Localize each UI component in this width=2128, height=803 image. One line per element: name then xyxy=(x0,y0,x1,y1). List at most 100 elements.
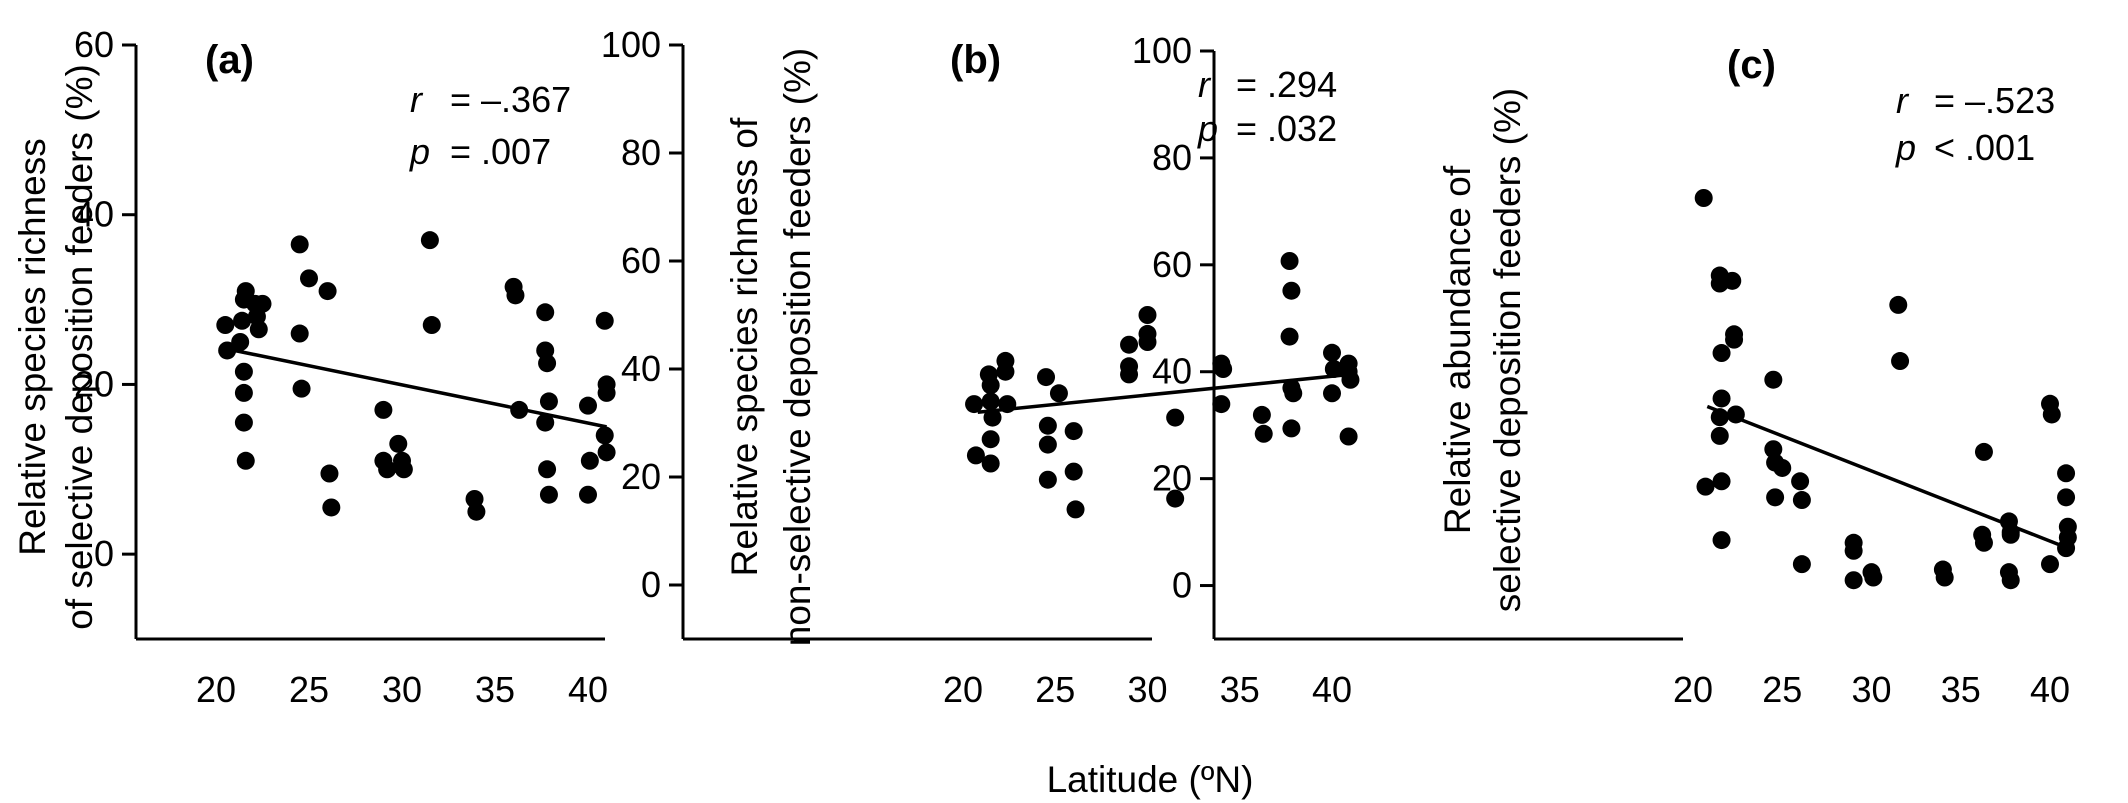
data-point xyxy=(292,379,311,398)
x-tick-label: 25 xyxy=(1035,669,1075,710)
data-point xyxy=(253,294,272,313)
data-point xyxy=(218,341,237,360)
data-point xyxy=(538,354,557,373)
y-tick-label: 20 xyxy=(621,456,661,497)
data-point xyxy=(981,392,1000,411)
data-point xyxy=(234,383,253,402)
x-tick-label: 20 xyxy=(1673,669,1713,710)
data-point xyxy=(2057,539,2076,558)
panel-label: (b) xyxy=(950,38,1001,82)
y-tick-label: 40 xyxy=(74,194,114,235)
y-tick-label: 60 xyxy=(621,240,661,281)
data-point xyxy=(231,333,250,351)
data-point xyxy=(216,316,235,335)
data-point xyxy=(1049,384,1068,403)
y-tick-label: 0 xyxy=(94,533,114,574)
y-tick-label: 100 xyxy=(601,24,661,65)
y-tick-label: 40 xyxy=(621,348,661,389)
data-point xyxy=(374,400,393,419)
y-axis-label-line: Relative species richness xyxy=(12,138,53,555)
data-point xyxy=(1694,189,1713,207)
data-point xyxy=(538,460,557,479)
x-tick-label: 35 xyxy=(1220,669,1260,710)
y-tick-label: 40 xyxy=(1152,351,1192,392)
data-point xyxy=(378,460,397,479)
data-point xyxy=(595,311,614,330)
data-point xyxy=(1712,531,1731,550)
x-tick-label: 40 xyxy=(568,669,608,710)
data-point xyxy=(1844,541,1863,560)
data-point xyxy=(2001,525,2020,544)
data-point xyxy=(1792,555,1811,574)
y-tick-label: 20 xyxy=(1152,458,1192,499)
data-point xyxy=(322,498,341,517)
y-tick-label: 80 xyxy=(1152,137,1192,178)
data-point xyxy=(983,408,1002,427)
data-point xyxy=(1710,426,1729,445)
data-point xyxy=(966,446,985,465)
data-point xyxy=(234,413,253,432)
data-point xyxy=(249,320,268,339)
data-point xyxy=(981,454,1000,473)
stat-r-symbol: r xyxy=(1896,80,1910,121)
data-point xyxy=(1725,330,1744,349)
data-point xyxy=(597,383,616,402)
data-point xyxy=(1891,352,1910,371)
data-point xyxy=(389,434,408,453)
data-point xyxy=(320,464,339,483)
panel-c: 0 20 40 60 80 100 20 25 30 35 40 Relative abundance… xyxy=(1132,30,2077,710)
data-point xyxy=(1974,442,1993,461)
data-point xyxy=(1766,488,1785,507)
panel-label: (c) xyxy=(1727,43,1776,87)
data-point xyxy=(1341,370,1360,389)
data-point xyxy=(1138,306,1157,324)
data-point xyxy=(422,316,441,335)
y-tick-label: 80 xyxy=(621,132,661,173)
data-point xyxy=(1282,419,1301,438)
data-point xyxy=(300,269,318,288)
data-point xyxy=(233,311,252,330)
x-tick-label: 40 xyxy=(2030,669,2070,710)
data-point xyxy=(1712,472,1731,491)
data-point xyxy=(579,485,597,504)
data-point xyxy=(1773,458,1792,477)
data-point xyxy=(1889,295,1908,314)
stat-r-value: = –.523 xyxy=(1934,80,2055,121)
panel-label: (a) xyxy=(205,38,254,82)
data-point xyxy=(1166,408,1185,427)
y-tick-label: 0 xyxy=(1172,565,1192,606)
data-point xyxy=(290,235,309,254)
data-point xyxy=(1252,405,1271,424)
y-axis-label-line: non-selective deposition feeders (%) xyxy=(777,48,818,647)
data-point xyxy=(236,282,255,301)
data-point xyxy=(1844,571,1863,590)
x-tick-label: 20 xyxy=(196,669,236,710)
stat-r-value: = .294 xyxy=(1236,64,1337,105)
x-tick-label: 30 xyxy=(382,669,422,710)
data-point xyxy=(2042,405,2061,424)
data-point xyxy=(1712,344,1731,363)
data-point xyxy=(1166,489,1185,508)
data-point xyxy=(1935,568,1954,587)
panel-a: 0 20 40 60 20 25 30 35 40 Relative species richne… xyxy=(12,24,616,710)
data-point xyxy=(1324,360,1343,378)
data-point xyxy=(236,451,255,470)
data-point xyxy=(1037,368,1056,387)
data-point xyxy=(1066,500,1085,519)
data-point xyxy=(981,376,1000,395)
data-point xyxy=(2057,464,2076,483)
stat-r-value: = –.367 xyxy=(450,79,571,120)
x-tick-label: 30 xyxy=(1127,669,1167,710)
y-axis-label-line: Relative species richness of xyxy=(724,117,765,576)
data-point xyxy=(1284,384,1303,403)
data-point xyxy=(539,392,558,411)
x-tick-label: 35 xyxy=(1941,669,1981,710)
stat-p-symbol: p xyxy=(409,131,430,172)
data-point xyxy=(510,400,529,419)
data-point xyxy=(1974,533,1993,552)
data-point xyxy=(1323,343,1341,362)
data-point xyxy=(579,396,597,415)
data-point xyxy=(996,362,1015,381)
data-point xyxy=(1323,384,1341,403)
